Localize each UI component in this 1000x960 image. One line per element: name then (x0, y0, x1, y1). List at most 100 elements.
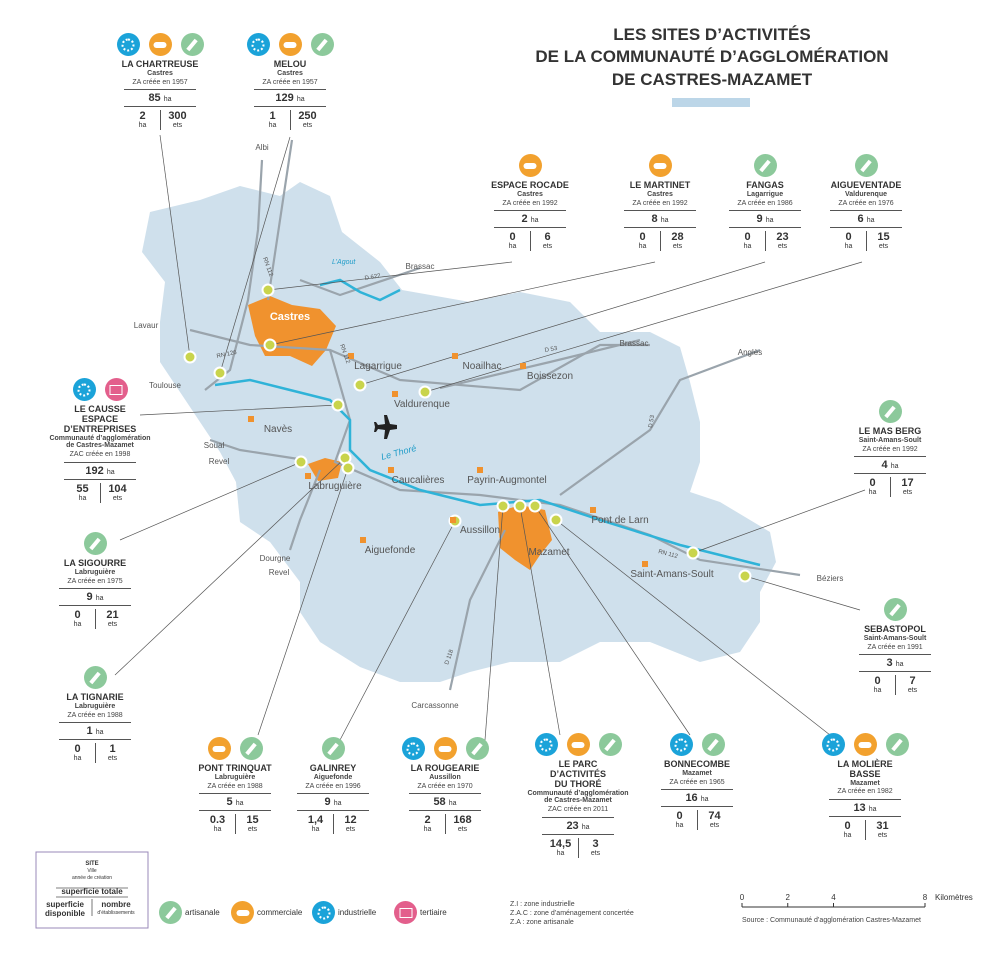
type-icon (821, 733, 845, 756)
town-marker (305, 473, 311, 479)
site-point (353, 378, 367, 392)
road-label: RN 126 (216, 350, 238, 360)
icon-glyph (245, 742, 257, 755)
icon-glyph (571, 741, 585, 748)
available-value: 0 (744, 231, 751, 244)
place-label: Pont de Larn (591, 515, 648, 526)
destination-label: Soual (204, 441, 225, 450)
site-icons (170, 737, 300, 760)
site-name: ESPACE (81, 413, 119, 424)
available-unit: ha (268, 122, 277, 130)
legend-icon (159, 901, 182, 924)
area-unit: ha (296, 96, 305, 104)
establishments-value: 12 (344, 814, 357, 827)
place-label: Aussillon (460, 525, 500, 536)
type-icon (239, 737, 263, 760)
site-name: LE MAS BERG (858, 426, 922, 436)
establishments-value: 74 (708, 810, 721, 823)
place-label: Saint-Amans-Soult (630, 569, 714, 580)
area-unit: ha (890, 463, 899, 471)
available-value: 0 (844, 820, 851, 833)
establishments-value: 300 (168, 110, 187, 123)
leader-line (267, 261, 513, 291)
site-town: Aussillon (429, 773, 461, 781)
town-marker (519, 539, 525, 545)
destination-label: Revel (269, 568, 290, 577)
site-card: LA ROUGEARIE Aussillon ZA créée en 1970 58 … (380, 737, 510, 835)
site-figures: 55 ha 104 ets (35, 482, 165, 503)
area-unit: ha (448, 800, 457, 808)
establishments-cell: 31 ets (868, 820, 898, 840)
area-unit: ha (163, 96, 172, 104)
area-unit: ha (95, 595, 104, 603)
site-card: AIGUEVENTADE Valdurenque ZA créée en 1976 6… (801, 154, 931, 252)
icon-glyph (653, 162, 667, 169)
type-icon (648, 154, 672, 177)
town-marker (520, 363, 526, 369)
available-unit: ha (73, 621, 82, 629)
site-figures: 0 ha 74 ets (632, 810, 762, 831)
icon-glyph (153, 41, 167, 48)
legend-available: superficie (46, 900, 84, 909)
leader-line (534, 505, 691, 736)
town-marker (450, 517, 456, 523)
figure-separator (159, 110, 161, 131)
site-town: Saint-Amans-Soult (863, 634, 927, 642)
site-created: ZA créée en 1992 (632, 199, 688, 207)
town-marker (452, 353, 458, 359)
place-label: Noailhac (463, 361, 502, 372)
establishments-cell: 28 ets (663, 231, 693, 251)
site-card: LE PARC D’ACTIVITÉS DU THORÉ Communauté d’a… (513, 733, 643, 858)
available-value: 2 (139, 110, 146, 123)
site-point (513, 499, 527, 513)
available-cell: 0 ha (858, 477, 888, 497)
site-name: PONT TRINQUAT (198, 763, 272, 773)
road (209, 438, 306, 462)
figure-separator (764, 231, 766, 252)
site-icons (700, 154, 830, 177)
leader-line (114, 457, 346, 676)
site-icons (95, 33, 225, 56)
site-figures: 0 ha 23 ets (700, 231, 830, 252)
establishments-value: 17 (901, 477, 914, 490)
leader-line (555, 519, 831, 736)
available-cell: 1,4 ha (301, 814, 331, 834)
destination-label: Toulouse (149, 381, 182, 390)
icon-glyph (884, 405, 896, 418)
figure-separator (529, 231, 531, 252)
icon-glyph (858, 741, 872, 748)
icon-glyph (891, 738, 903, 751)
site-town: Mazamet (682, 769, 712, 777)
town-marker (642, 561, 648, 567)
figure-separator (889, 477, 891, 498)
area-unit: ha (868, 806, 877, 814)
establishments-unit: ets (709, 822, 720, 830)
icon-glyph (164, 906, 177, 919)
available-unit: ha (73, 755, 82, 763)
road (266, 139, 294, 301)
site-point (213, 366, 227, 380)
area-value: 16 (685, 792, 698, 805)
area-unit: ha (333, 800, 342, 808)
site-area: 58 ha (409, 793, 481, 812)
site-town: de Castres-Mazamet (66, 442, 134, 450)
leader-line (424, 261, 863, 393)
title-bar (672, 98, 750, 107)
type-icon (148, 33, 172, 56)
site-figures: 0.3 ha 15 ets (170, 814, 300, 835)
type-icon (669, 733, 693, 756)
site-created: ZAC créée en 2011 (547, 806, 609, 814)
destination-label: Carcassonne (411, 701, 459, 710)
figure-separator (99, 482, 101, 503)
site-card: BONNECOMBE Mazamet ZA créée en 1965 16 ha 0 h… (632, 733, 762, 831)
figure-separator (289, 110, 291, 131)
icon-glyph (674, 738, 688, 751)
river (214, 378, 761, 567)
available-unit: ha (844, 243, 853, 251)
road-label: D 53 (544, 346, 558, 354)
site-town: Aiguefonde (313, 773, 353, 781)
icon-glyph (438, 745, 452, 752)
mazamet-area (498, 505, 552, 570)
establishments-unit: ets (247, 826, 258, 834)
